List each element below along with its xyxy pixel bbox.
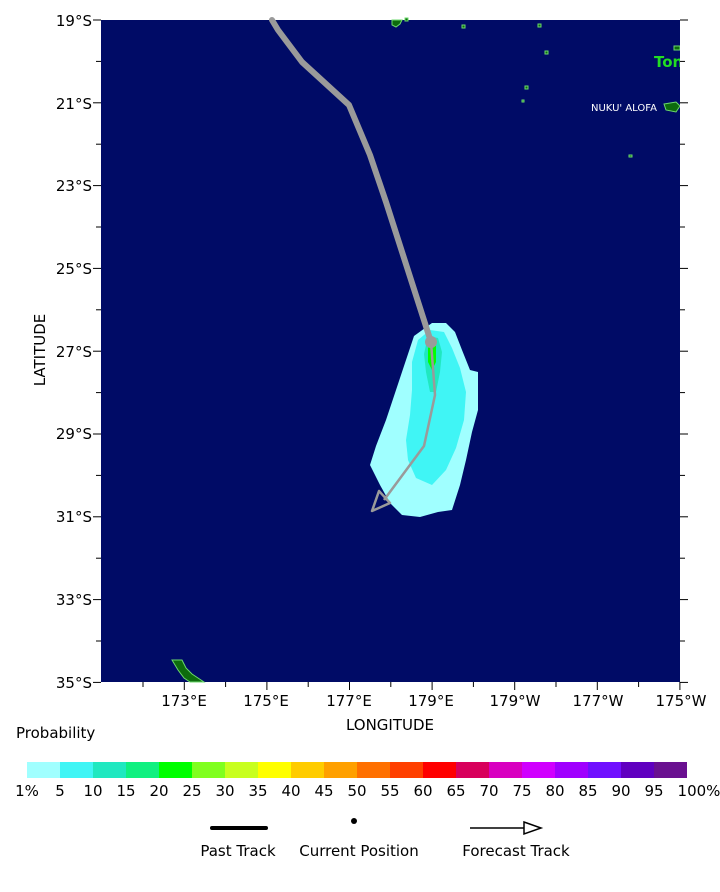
legend-bin-label: 65 [446,782,465,800]
lon-tick-label: 177°W [573,692,624,710]
legend-bin-label: 20 [149,782,168,800]
map-panel: NUKU' ALOFA Ton [101,17,683,683]
forecast-track-line [382,341,437,501]
land-islet-east-2 [521,99,525,103]
current-position-key-label: Current Position [299,842,419,860]
legend-bin-label: 100% [678,782,720,800]
legend-swatch [621,762,654,778]
lon-tick-label: 175°E [243,692,289,710]
legend-swatch [324,762,357,778]
legend-swatch [522,762,555,778]
land-island-tongatapu [663,101,681,113]
lon-tick-label: 179°W [490,692,541,710]
lon-tick-label: 179°E [408,692,454,710]
city-label-nukualofa: NUKU' ALOFA [591,103,657,114]
legend-bin-label: 75 [512,782,531,800]
forecast-track-key-label: Forecast Track [462,842,570,860]
legend-swatch [258,762,291,778]
legend-swatch [390,762,423,778]
legend-swatch [654,762,687,778]
legend-color-bar [27,762,687,778]
longitude-tick-labels: 173°E 175°E 177°E 179°E 179°W 177°W 175°… [161,692,706,710]
forecast-track-arrowhead [370,489,392,513]
lat-tick-label: 27°S [56,343,92,361]
legend-bin-label: 90 [611,782,630,800]
lon-tick-label: 177°E [326,692,372,710]
swath-probability-5pct [406,330,466,485]
legend-bin-label: 25 [182,782,201,800]
legend-swatch [93,762,126,778]
country-label-tonga: Ton [654,53,683,71]
land-islet-north-3 [537,23,542,28]
map-frame-mask-right [680,0,720,700]
forecast-track-key-arrow-icon [523,820,544,836]
lat-tick-label: 31°S [56,508,92,526]
legend-swatch [225,762,258,778]
past-track-line [269,17,434,345]
legend-bin-label: 1% [15,782,39,800]
legend-swatch [489,762,522,778]
legend-bin-label: 45 [314,782,333,800]
lat-tick-label: 29°S [56,425,92,443]
lat-tick-label: 35°S [56,674,92,692]
legend-swatch [192,762,225,778]
past-track-key-label: Past Track [200,842,276,860]
legend-bin-label: 85 [578,782,597,800]
lon-tick-label: 173°E [161,692,207,710]
land-island-southwest [171,659,206,683]
land-islet-north-2 [461,24,466,29]
legend-swatch [555,762,588,778]
latitude-tick-labels: 19°S 21°S 23°S 25°S 27°S 29°S 31°S 33°S … [56,12,92,692]
land-island-north [391,19,403,28]
legend-bin-label: 30 [215,782,234,800]
land-islet-east-1 [524,85,529,90]
legend-bin-label: 10 [83,782,102,800]
land-islet-north-4 [544,50,549,55]
lat-tick-label: 25°S [56,260,92,278]
y-axis-title: LATITUDE [31,314,49,387]
legend-swatch [60,762,93,778]
lat-tick-label: 21°S [56,95,92,113]
axis-ticks [93,19,688,690]
legend-swatch [357,762,390,778]
legend-swatch [291,762,324,778]
legend-swatch [588,762,621,778]
legend-bin-label: 80 [545,782,564,800]
ocean-background [101,20,680,682]
land-masses [171,17,681,683]
lat-tick-label: 33°S [56,591,92,609]
land-islet-east-3 [628,154,633,158]
lat-tick-label: 23°S [56,177,92,195]
legend-bin-label: 40 [281,782,300,800]
land-islet-north-1 [404,17,409,22]
legend-bin-label: 70 [479,782,498,800]
x-axis-title: LONGITUDE [346,716,434,734]
legend-bin-label: 95 [644,782,663,800]
legend-swatch [456,762,489,778]
legend-swatch [27,762,60,778]
current-position-marker [425,336,437,348]
current-position-key-icon [351,818,357,824]
legend-title: Probability [16,724,95,742]
legend-bin-label: 35 [248,782,267,800]
legend-bin-labels: 1% 5 10 15 20 25 30 35 40 45 50 55 60 65 70 75 80 85 90 95 1… [15,782,720,800]
land-islet-tonga-north [673,45,681,51]
legend-swatch [126,762,159,778]
lon-tick-label: 175°W [656,692,707,710]
legend-bin-label: 15 [116,782,135,800]
legend-bin-label: 60 [413,782,432,800]
legend-swatch [159,762,192,778]
probability-legend: Probability 1% 5 10 15 20 25 30 35 40 45 50 55 60 65 7… [15,724,720,860]
legend-bin-label: 50 [347,782,366,800]
legend-bin-label: 5 [55,782,65,800]
legend-swatch [423,762,456,778]
lat-tick-label: 19°S [56,12,92,30]
legend-bin-label: 55 [380,782,399,800]
